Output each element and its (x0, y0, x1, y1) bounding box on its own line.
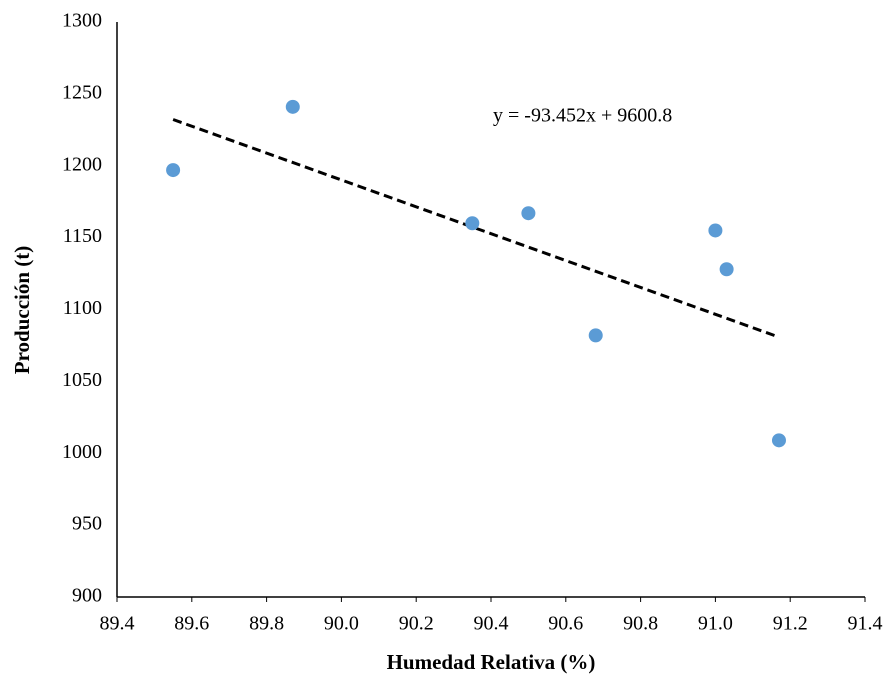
x-axis-title: Humedad Relativa (%) (387, 650, 596, 674)
scatter-point (521, 206, 536, 221)
scatter-point (588, 328, 603, 343)
y-tick-label: 1250 (62, 81, 102, 103)
x-tick-label: 89.6 (174, 613, 209, 635)
x-tick-label: 89.4 (100, 613, 135, 635)
x-tick-label: 91.0 (698, 613, 733, 635)
y-tick-label: 1300 (62, 10, 102, 32)
y-tick-label: 1150 (63, 225, 102, 247)
scatter-point (719, 262, 734, 277)
scatter-point (166, 163, 181, 178)
x-tick-label: 90.6 (548, 613, 583, 635)
trendline-equation: y = -93.452x + 9600.8 (493, 105, 672, 127)
y-tick-label: 900 (72, 585, 102, 607)
y-tick-label: 950 (72, 513, 102, 535)
y-tick-label: 1050 (62, 369, 102, 391)
scatter-point (771, 433, 786, 448)
y-tick-label: 1200 (62, 153, 102, 175)
x-tick-label: 90.2 (399, 613, 434, 635)
x-tick-label: 90.4 (474, 613, 509, 635)
x-tick-label: 89.8 (249, 613, 284, 635)
x-tick-label: 91.2 (773, 613, 808, 635)
trendline (172, 118, 780, 339)
y-axis-title: Producción (t) (10, 246, 34, 375)
scatter-point (465, 216, 480, 231)
scatter-point (285, 99, 300, 114)
x-tick-label: 91.4 (848, 613, 883, 635)
y-tick-label: 1100 (63, 297, 102, 319)
y-tick-label: 1000 (62, 441, 102, 463)
x-tick-label: 90.0 (324, 613, 359, 635)
scatter-point (708, 223, 723, 238)
x-tick-label: 90.8 (623, 613, 658, 635)
